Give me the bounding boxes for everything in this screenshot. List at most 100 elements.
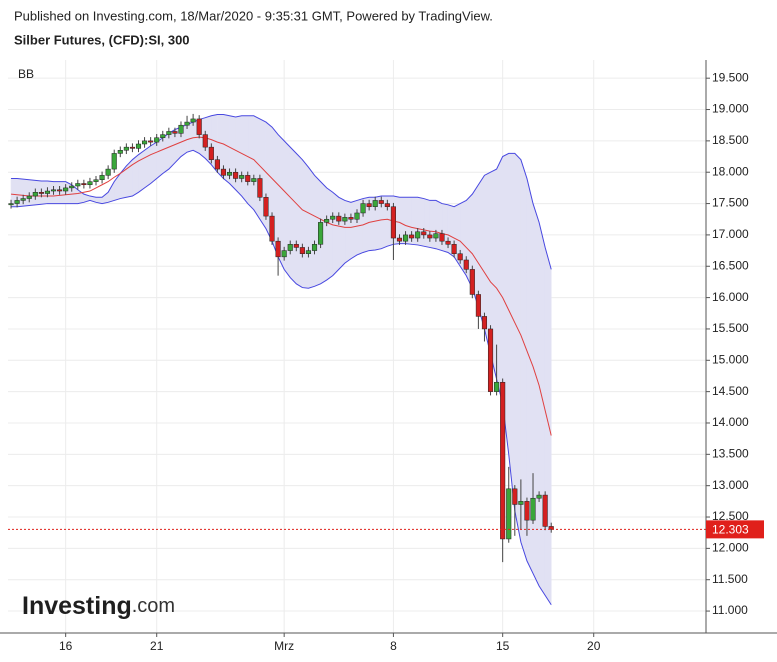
band-fill [344,200,352,264]
candle-body [487,328,494,392]
candle-body [384,203,390,207]
candle-body [202,134,208,148]
candle-body [305,250,311,254]
band-fill [296,152,303,289]
candle-body [372,200,378,207]
candle-body [269,215,275,242]
band-fill [101,191,109,204]
candle-body [336,215,342,222]
candle-body [226,171,233,176]
y-tick-label: 15.000 [712,352,749,366]
candle-body [129,146,135,149]
candle-body [14,200,20,204]
x-tick-label: Mrz [274,639,294,653]
candle-body [439,233,445,242]
candle-body [275,240,281,258]
candle-body [445,240,451,245]
candle-body [390,206,396,239]
candle-body [427,234,433,239]
candle-body [463,259,469,270]
y-tick-label: 19.500 [712,70,749,84]
band-fill [332,191,340,277]
y-tick-label: 12.500 [712,509,749,523]
candle-body [481,316,488,330]
band-fill [150,141,158,185]
band-fill [538,222,546,597]
candle-body [148,140,154,143]
band-fill [520,159,528,561]
band-fill [350,200,358,260]
band-fill [235,115,242,197]
candle-body [172,131,178,134]
candle-body [451,244,457,254]
logo-suffix: .com [132,595,175,617]
band-fill [514,152,522,543]
candle-body [500,381,506,540]
x-tick-label: 15 [496,639,510,653]
x-tick-label: 8 [390,639,397,653]
candle-body [20,198,26,201]
candle-body [536,494,542,499]
candle-body [469,269,475,295]
candle-body [548,526,554,530]
candle-body [50,189,57,192]
candle-body [530,497,536,521]
band-fill [162,132,170,175]
candle-body [26,195,32,199]
band-fill [435,199,443,251]
candle-body [135,143,142,149]
candle-body [196,118,202,135]
band-middle-line [10,136,552,436]
band-fill [338,196,346,271]
band-fill [429,200,437,250]
candle-body [457,253,463,261]
candle-body [166,131,172,135]
y-tick-label: 16.000 [712,290,749,304]
candle-body [348,217,354,220]
candle-body [542,494,548,527]
candle-body [184,121,190,126]
y-tick-label: 13.000 [712,478,749,492]
candle-body [57,189,63,192]
candle-body [160,134,166,138]
logo-main: Investing [22,592,132,620]
candle-body [245,175,251,182]
y-tick-label: 14.500 [712,384,749,398]
candle-body [44,190,51,194]
y-tick-label: 17.000 [712,227,749,241]
x-tick-label: 20 [587,639,601,653]
candle-body [87,181,93,186]
band-fill [132,154,139,197]
candle-body [433,233,439,239]
y-tick-label: 15.500 [712,321,749,335]
band-fill [441,203,449,253]
band-fill [53,181,60,204]
candle-body [208,146,214,160]
grid [8,60,706,633]
band-fill [107,180,115,203]
candle-body [123,146,129,151]
candle-body [494,381,500,392]
candle-body [257,178,263,198]
candle-body [239,175,245,179]
candle-body [299,247,305,254]
candle-body [524,501,530,521]
band-fill [308,166,315,289]
band-fill [247,115,255,211]
candle-body [311,244,318,251]
candle-body [154,137,160,143]
candle-body [81,183,87,186]
candle-body [251,178,257,182]
candle-body [354,212,360,220]
candle-body [342,217,348,222]
band-fill [59,181,66,204]
y-tick-label: 12.000 [712,541,749,555]
y-tick-label: 18.500 [712,133,749,147]
band-fill [65,181,73,204]
last-price-label: 12.303 [712,523,749,537]
candle-body [69,185,75,189]
candle-body [263,197,269,217]
band-fill [241,115,249,205]
band-fill [544,247,552,606]
